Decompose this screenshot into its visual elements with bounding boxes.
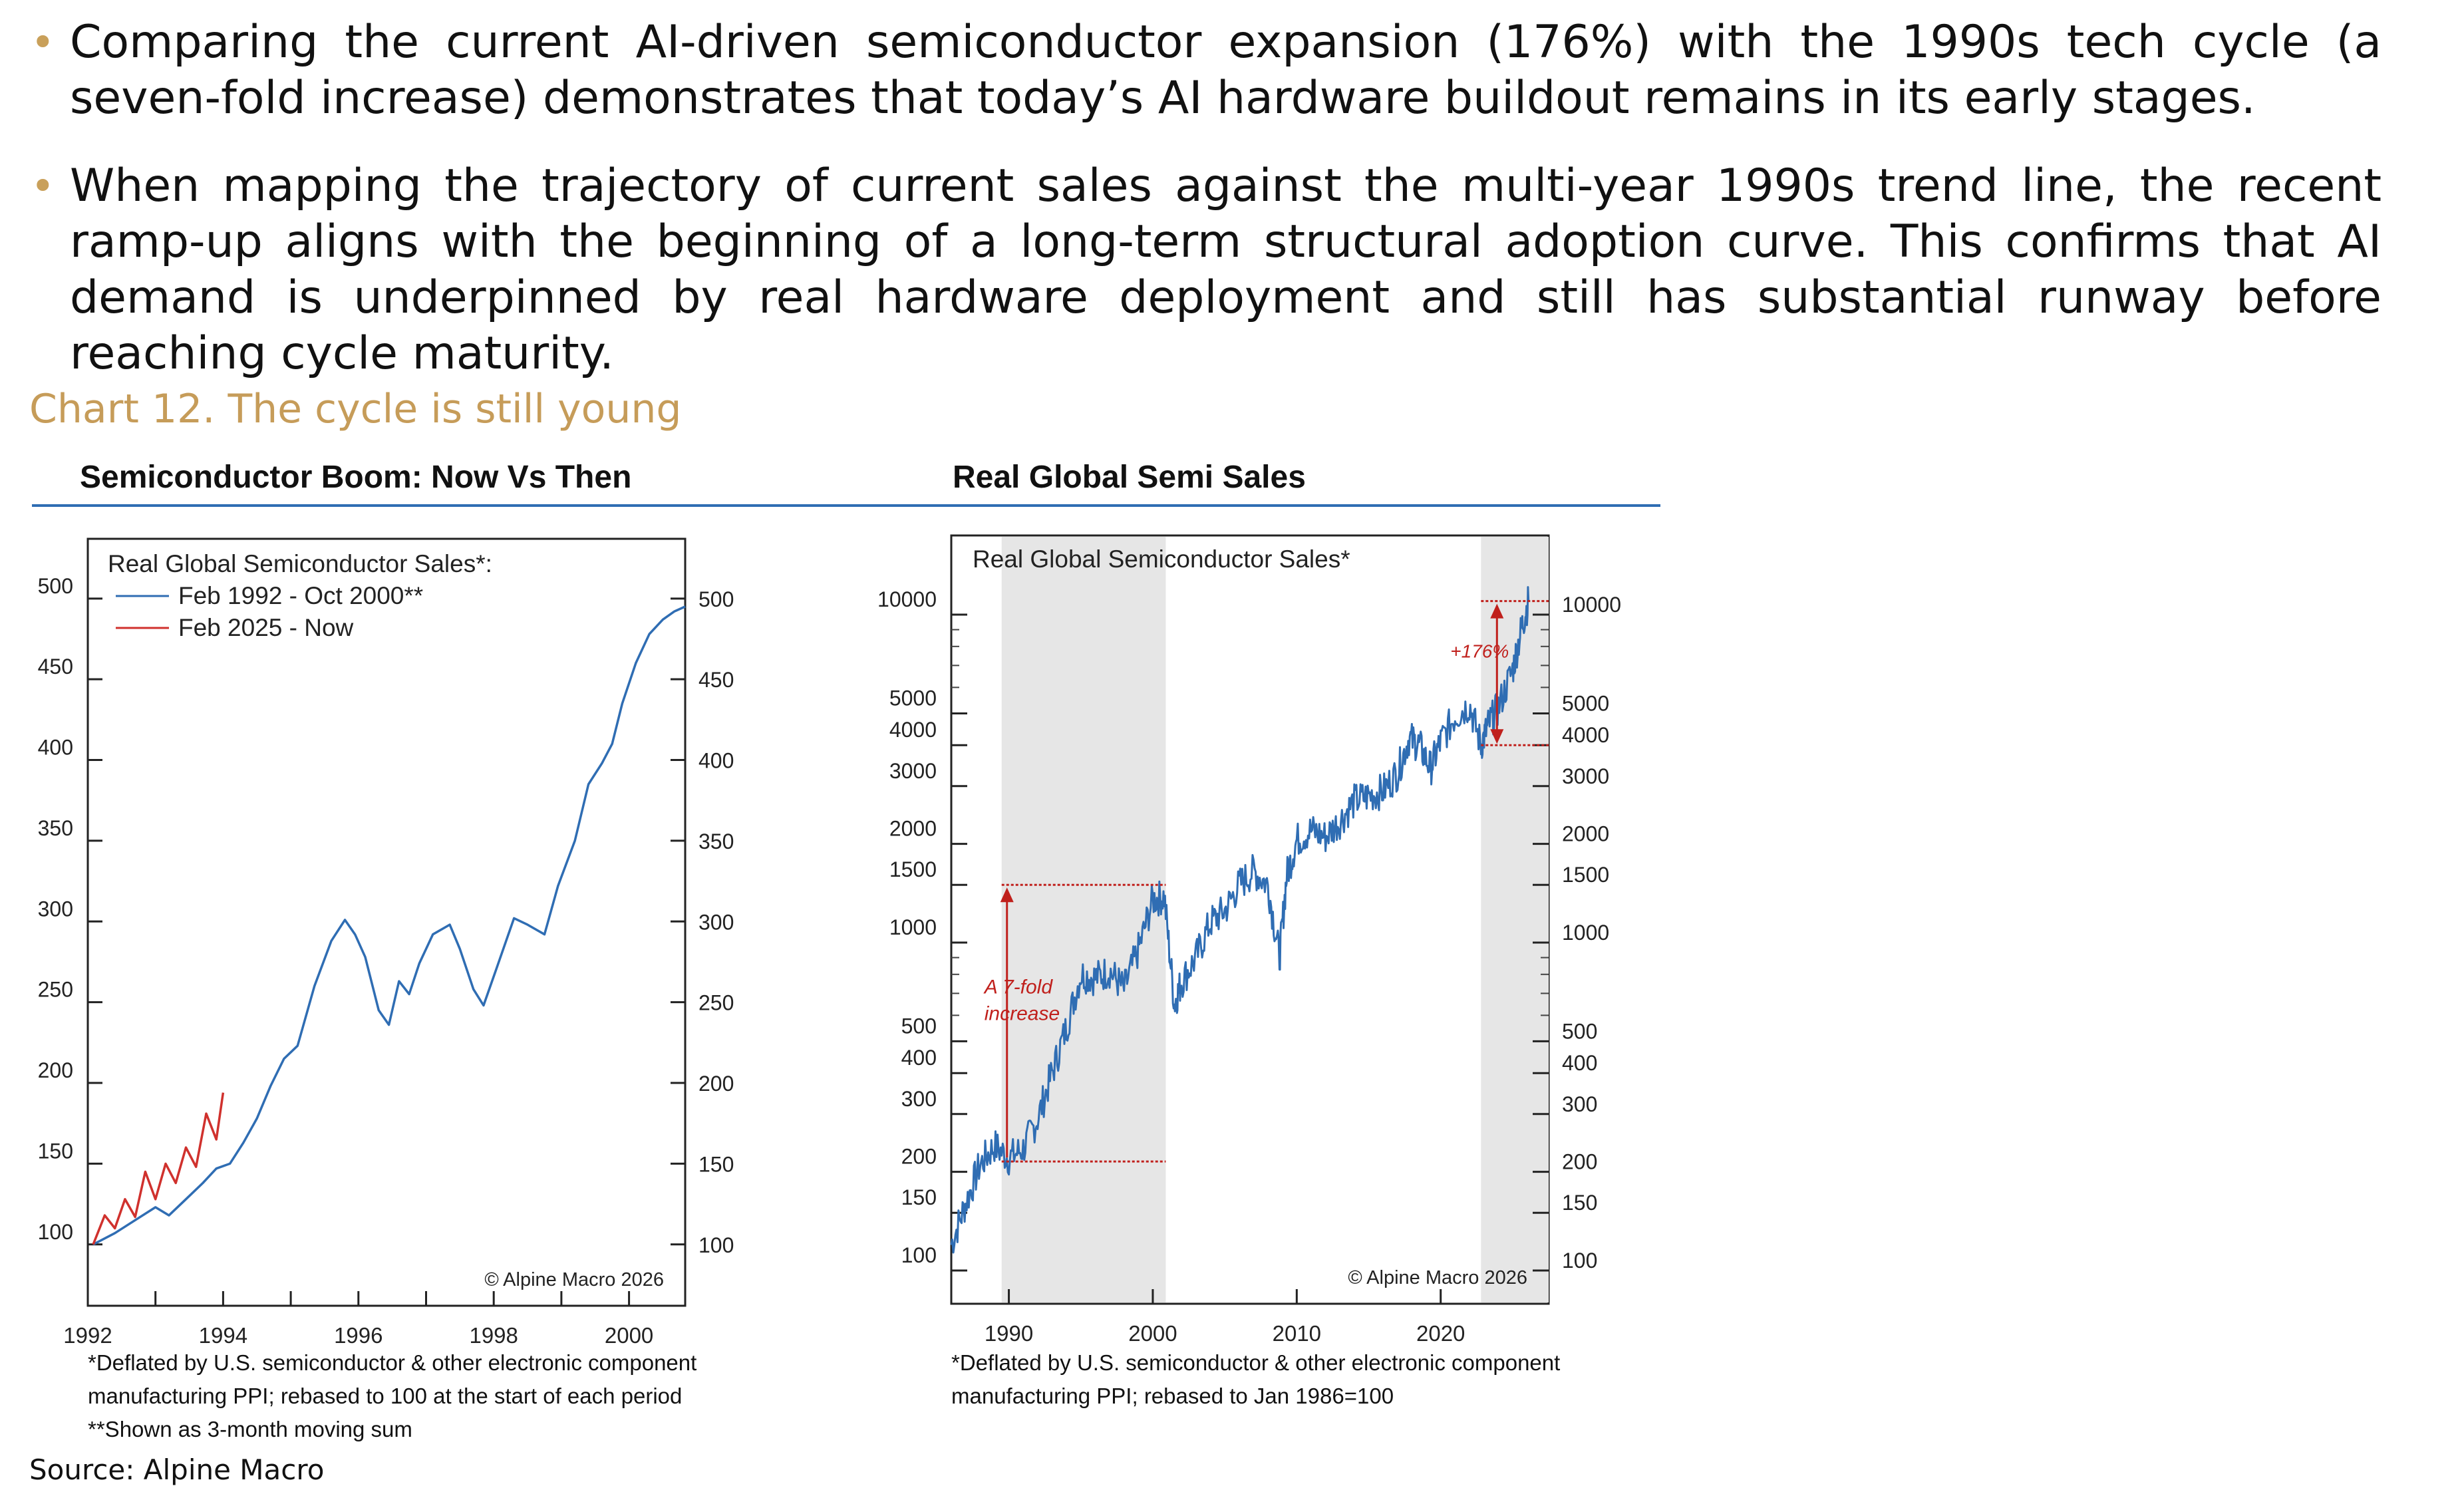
y-tick-label-right: 450 bbox=[698, 668, 734, 692]
y-tick-label-right: 1000 bbox=[1562, 921, 1609, 945]
y-tick-label-left: 1500 bbox=[889, 857, 937, 881]
y-tick-label-left: 10000 bbox=[877, 587, 937, 611]
y-tick-label-right: 200 bbox=[1562, 1150, 1597, 1174]
x-tick-label: 2000 bbox=[605, 1323, 653, 1348]
right-footnotes: *Deflated by U.S. semiconductor & other … bbox=[951, 1346, 1560, 1413]
footnote-line: manufacturing PPI; rebased to Jan 1986=1… bbox=[951, 1384, 1394, 1408]
y-tick-label-left: 200 bbox=[901, 1145, 937, 1169]
y-tick-label-left: 500 bbox=[901, 1014, 937, 1038]
y-tick-label-left: 400 bbox=[901, 1046, 937, 1070]
y-tick-label-right: 4000 bbox=[1562, 723, 1609, 747]
y-tick-label-right: 200 bbox=[698, 1072, 734, 1096]
bullet-item: • Comparing the current AI-driven semico… bbox=[27, 15, 2382, 126]
bullet-item: • When mapping the trajectory of current… bbox=[27, 158, 2382, 382]
left-footnotes: *Deflated by U.S. semiconductor & other … bbox=[88, 1346, 696, 1446]
y-tick-label-left: 300 bbox=[38, 897, 73, 921]
y-tick-label-right: 250 bbox=[698, 991, 734, 1015]
y-tick-label-left: 100 bbox=[38, 1220, 73, 1244]
plot-frame bbox=[86, 537, 687, 1307]
x-tick-label: 1998 bbox=[469, 1323, 518, 1348]
y-tick-label-left: 350 bbox=[38, 816, 73, 840]
y-tick-label-right: 150 bbox=[698, 1152, 734, 1176]
x-tick-label: 2010 bbox=[1273, 1321, 1321, 1346]
annotation-arrowhead bbox=[1000, 887, 1014, 903]
y-tick-label-right: 5000 bbox=[1562, 691, 1609, 715]
chart-caption: Chart 12. The cycle is still young bbox=[29, 386, 682, 432]
y-tick-label-right: 400 bbox=[698, 749, 734, 773]
y-tick-label-right: 400 bbox=[1562, 1051, 1597, 1075]
annotation-label: increase bbox=[985, 1002, 1060, 1024]
annotation-arrowhead bbox=[1490, 603, 1504, 619]
y-tick-label-left: 100 bbox=[901, 1243, 937, 1267]
x-tick-label: 2020 bbox=[1416, 1321, 1465, 1346]
y-tick-label-left: 200 bbox=[38, 1058, 73, 1082]
y-tick-label-right: 2000 bbox=[1562, 822, 1609, 846]
y-tick-label-right: 150 bbox=[1562, 1191, 1597, 1215]
y-tick-label-right: 350 bbox=[698, 829, 734, 853]
recession-shade bbox=[1001, 537, 1166, 1302]
legend-title: Real Global Semiconductor Sales* bbox=[973, 545, 1350, 573]
legend-label: Feb 2025 - Now bbox=[178, 614, 354, 641]
y-tick-label-right: 10000 bbox=[1562, 593, 1621, 617]
y-tick-label-left: 250 bbox=[38, 978, 73, 1002]
y-tick-label-left: 5000 bbox=[889, 686, 937, 710]
y-tick-label-left: 300 bbox=[901, 1087, 937, 1111]
right-panel-title: Real Global Semi Sales bbox=[953, 460, 1306, 495]
x-tick-label: 1994 bbox=[199, 1323, 247, 1348]
y-tick-label-left: 4000 bbox=[889, 718, 937, 742]
y-tick-label-left: 3000 bbox=[889, 759, 937, 783]
y-tick-label-left: 150 bbox=[38, 1139, 73, 1163]
bullet-text: Comparing the current AI-driven semicond… bbox=[70, 16, 2382, 124]
footnote-line: *Deflated by U.S. semiconductor & other … bbox=[88, 1350, 697, 1375]
bullet-text: When mapping the trajectory of current s… bbox=[70, 160, 2382, 380]
source-note: Source: Alpine Macro bbox=[29, 1453, 325, 1486]
commentary-bullets: • Comparing the current AI-driven semico… bbox=[27, 15, 2382, 414]
annotation-arrowhead bbox=[1490, 729, 1504, 744]
y-tick-label-right: 100 bbox=[1562, 1249, 1597, 1272]
y-tick-label-left: 500 bbox=[38, 574, 73, 598]
y-tick-label-left: 1000 bbox=[889, 915, 937, 939]
left-panel-title: Semiconductor Boom: Now Vs Then bbox=[80, 460, 632, 495]
x-tick-label: 2000 bbox=[1128, 1321, 1177, 1346]
footnote-line: **Shown as 3-month moving sum bbox=[88, 1417, 412, 1441]
x-tick-label: 1992 bbox=[63, 1323, 112, 1348]
x-tick-label: 1990 bbox=[985, 1321, 1033, 1346]
y-tick-label-left: 150 bbox=[901, 1185, 937, 1209]
annotation-label: +176% bbox=[1450, 641, 1509, 662]
series-line-red bbox=[92, 1092, 225, 1245]
y-tick-label-right: 1500 bbox=[1562, 863, 1609, 887]
copyright-text: © Alpine Macro 2026 bbox=[1348, 1267, 1527, 1288]
series-line-blue bbox=[92, 605, 686, 1246]
legend-title: Real Global Semiconductor Sales*: bbox=[108, 550, 492, 577]
title-rule bbox=[32, 504, 1660, 507]
copyright-text: © Alpine Macro 2026 bbox=[484, 1269, 664, 1290]
y-tick-label-right: 500 bbox=[1562, 1019, 1597, 1043]
x-tick-label: 1996 bbox=[334, 1323, 383, 1348]
y-tick-label-right: 500 bbox=[698, 587, 734, 611]
y-tick-label-left: 450 bbox=[38, 655, 73, 678]
footnote-line: *Deflated by U.S. semiconductor & other … bbox=[951, 1350, 1561, 1375]
bullet-dot: • bbox=[31, 18, 55, 67]
y-tick-label-right: 300 bbox=[698, 910, 734, 934]
series-line-blue bbox=[950, 586, 1530, 1254]
y-tick-label-right: 100 bbox=[698, 1233, 734, 1257]
bullet-dot: • bbox=[31, 162, 55, 210]
y-tick-label-left: 400 bbox=[38, 736, 73, 760]
y-tick-label-right: 300 bbox=[1562, 1092, 1597, 1116]
y-tick-label-right: 3000 bbox=[1562, 764, 1609, 788]
annotation-label: A 7-fold bbox=[983, 976, 1054, 998]
footnote-line: manufacturing PPI; rebased to 100 at the… bbox=[88, 1384, 683, 1408]
legend-label: Feb 1992 - Oct 2000** bbox=[178, 582, 423, 609]
y-tick-label-left: 2000 bbox=[889, 817, 937, 841]
